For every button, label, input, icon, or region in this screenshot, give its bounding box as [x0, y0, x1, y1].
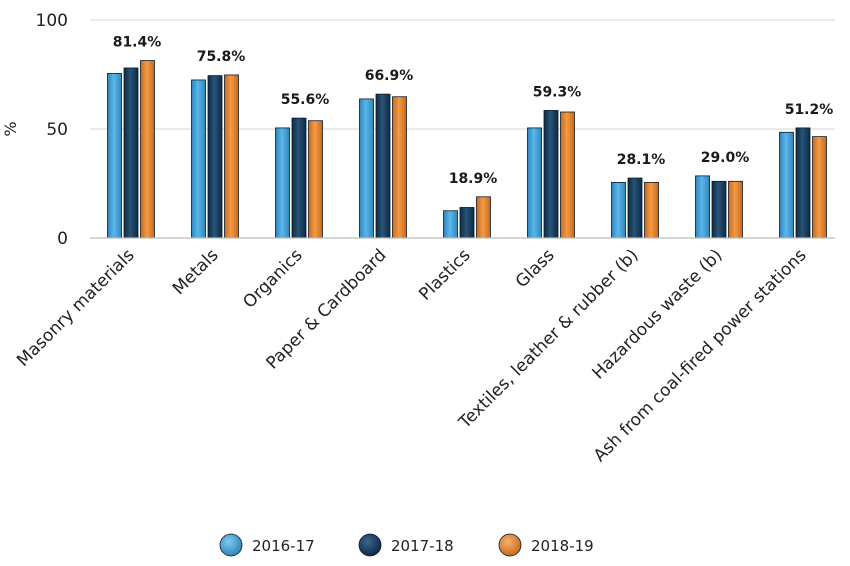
- bar-2016-17: [107, 73, 122, 239]
- bar-2018-19: [812, 136, 827, 239]
- legend-swatch: [498, 533, 522, 557]
- bar-2017-18: [627, 177, 643, 239]
- bar-2017-18: [375, 93, 391, 239]
- legend-item: 2018-19: [498, 533, 594, 557]
- bar-2017-18: [123, 67, 139, 239]
- category-label: Masonry materials: [13, 245, 139, 371]
- data-label: 28.1%: [617, 152, 666, 168]
- legend: 2016-17 2017-18 2018-19: [219, 533, 594, 557]
- legend-swatch: [358, 533, 382, 557]
- data-label: 55.6%: [281, 92, 330, 108]
- category-label: Metals: [169, 245, 223, 299]
- category-label: Glass: [512, 245, 559, 292]
- data-label: 81.4%: [113, 35, 162, 51]
- y-axis-label: %: [1, 121, 20, 136]
- legend-label: 2018-19: [531, 537, 594, 555]
- data-labels: 81.4% 75.8% 55.6% 66.9% 18.9% 59.3% 28.1% 29.0%…: [113, 35, 834, 187]
- bar-2018-19: [140, 60, 155, 239]
- legend-item: 2016-17: [219, 533, 315, 557]
- data-label: 66.9%: [365, 68, 414, 84]
- bar-2018-19: [728, 180, 743, 239]
- bar-2018-19: [224, 74, 239, 239]
- bar-2017-18: [795, 127, 811, 239]
- legend-label: 2017-18: [391, 537, 454, 555]
- y-tick-label: 100: [36, 11, 68, 31]
- bar-2018-19: [644, 182, 659, 239]
- y-tick-label: 50: [46, 120, 68, 140]
- bar-2016-17: [191, 79, 206, 239]
- bar-2016-17: [443, 210, 458, 239]
- bar-2016-17: [275, 127, 290, 239]
- bar-2016-17: [611, 182, 626, 239]
- y-tick-label: 0: [57, 229, 68, 249]
- bar-2017-18: [711, 180, 727, 239]
- bar-2016-17: [695, 175, 710, 239]
- data-label: 75.8%: [197, 49, 246, 65]
- bar-2018-19: [476, 196, 491, 239]
- bar-2017-18: [543, 110, 559, 239]
- bar-2016-17: [359, 98, 374, 239]
- bar-2016-17: [779, 131, 794, 239]
- bar-2016-17: [527, 127, 542, 239]
- bar-2018-19: [392, 96, 407, 239]
- category-label: Textiles, leather & rubber (b): [455, 245, 643, 433]
- bar-2017-18: [459, 207, 475, 239]
- data-label: 51.2%: [785, 102, 834, 118]
- bar-2018-19: [560, 111, 575, 239]
- bar-2017-18: [291, 117, 307, 239]
- legend-swatch: [219, 533, 243, 557]
- data-label: 59.3%: [533, 84, 582, 100]
- legend-label: 2016-17: [252, 537, 315, 555]
- category-label: Organics: [239, 245, 306, 312]
- category-label: Plastics: [415, 245, 474, 304]
- data-label: 29.0%: [701, 150, 750, 166]
- bar-2017-18: [207, 75, 223, 239]
- data-label: 18.9%: [449, 171, 498, 187]
- bar-2018-19: [308, 120, 323, 239]
- y-axis-ticks: 0 50 100: [36, 11, 68, 249]
- legend-item: 2017-18: [358, 533, 454, 557]
